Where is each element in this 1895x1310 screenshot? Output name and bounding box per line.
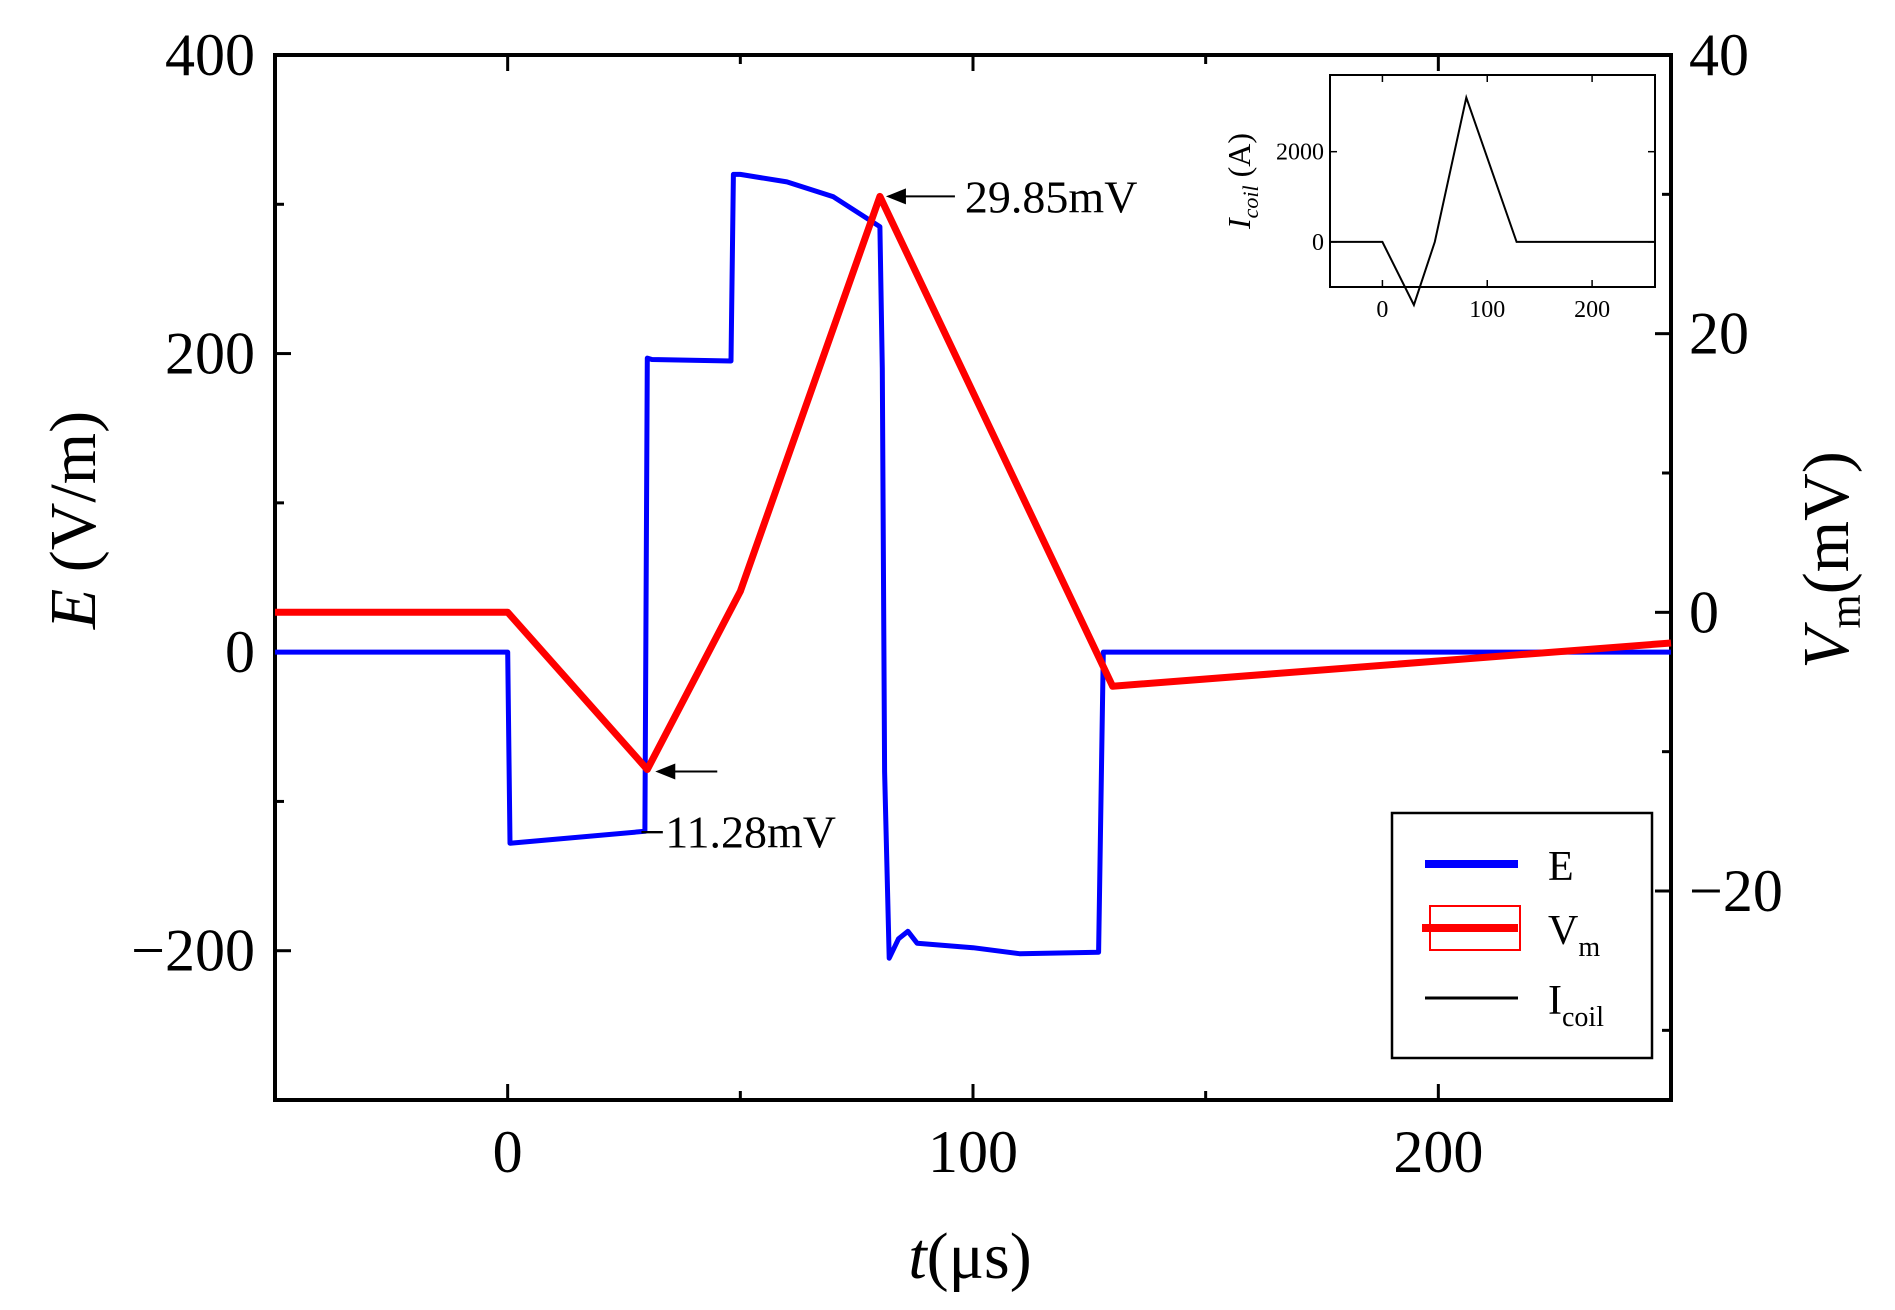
inset-icoil-line [1330,93,1655,308]
legend: E Vm Icoil [1390,811,1654,1060]
x-tick-label: 100 [928,1119,1018,1185]
y-right-tick-label: 40 [1689,22,1749,88]
annotation-arrowhead [885,188,906,205]
annotations: 29.85mV −11.28mV [639,171,1137,857]
main-series [275,171,1672,961]
y-left-tick-label: 0 [225,619,255,685]
inset-x-tick-label: 200 [1574,297,1610,323]
annotation-max-label: 29.85mV [965,171,1138,222]
legend-box [1390,811,1654,1060]
annotation-arrowhead [655,763,676,780]
legend-label-vm: Vm [1548,908,1600,963]
legend-label-icoil: Icoil [1548,978,1604,1033]
inset-y-tick-label: 0 [1312,230,1324,256]
y-right-axis-label: Vm(mV) [1790,451,1870,669]
y-left-tick-label: 200 [165,321,255,387]
inset-frame [1329,74,1656,288]
y-left-tick-label: −200 [131,918,255,984]
y-right-tick-label: −20 [1689,858,1783,924]
inset-y-tick-label: 2000 [1276,140,1324,166]
y-right-tick-label: 20 [1689,301,1749,367]
y-left-axis-label: E (V/m) [37,411,110,630]
series-vm-line [275,192,1672,773]
annotation-min-label: −11.28mV [639,807,836,858]
inset-x-tick-label: 100 [1469,297,1505,323]
y-left-tick-label: 400 [165,22,255,88]
series-e-line [275,171,1671,961]
y-right-tick-label: 0 [1689,579,1719,645]
inset-x-tick-label: 0 [1376,297,1388,323]
inset-y-axis-label: Icoil (A) [1221,133,1263,230]
inset-series [1330,93,1655,308]
legend-label-e: E [1548,844,1574,890]
x-axis-label: t(μs) [908,1220,1031,1293]
x-tick-label: 200 [1393,1119,1483,1185]
x-tick-label: 0 [493,1119,523,1185]
